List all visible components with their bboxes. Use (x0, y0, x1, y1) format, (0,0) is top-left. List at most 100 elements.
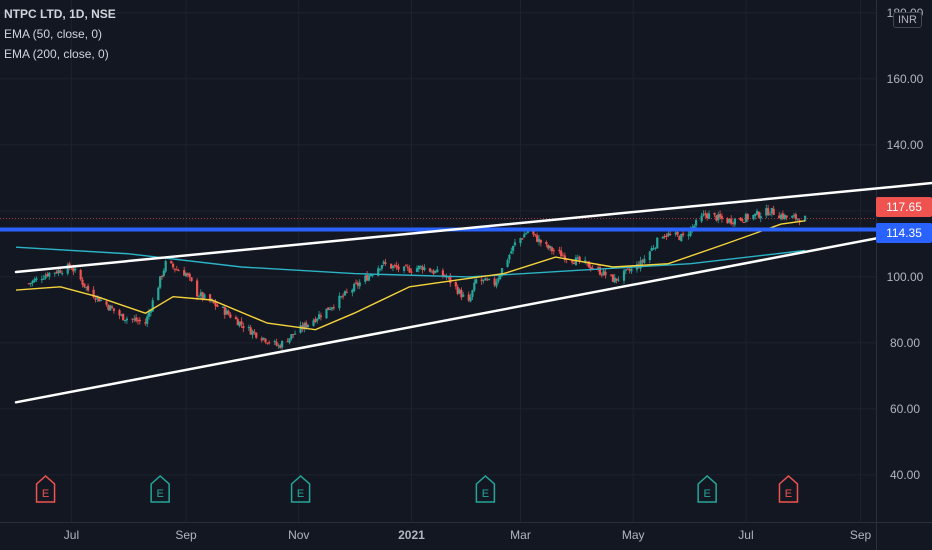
candle-body (589, 266, 592, 269)
candle-body (548, 245, 552, 249)
candle-body (604, 271, 607, 276)
candle-body (123, 319, 127, 321)
candle-body (641, 260, 644, 262)
candle-body (171, 263, 175, 268)
candle-body (131, 318, 134, 320)
candle-body (408, 268, 411, 273)
candle-body (779, 214, 783, 220)
currency-badge[interactable]: INR (893, 12, 922, 28)
ema200-label[interactable]: EMA (200, close, 0) (4, 47, 109, 61)
candle-body (430, 271, 433, 273)
candle-body (521, 238, 524, 240)
candle-body (203, 294, 206, 299)
candle-body (99, 300, 103, 302)
candle-body (354, 282, 358, 284)
candle-body (79, 270, 82, 280)
candle-body (674, 232, 677, 235)
candle-body (613, 277, 616, 283)
candle-body (449, 275, 452, 284)
candle-body (626, 268, 629, 270)
candle-body (53, 272, 56, 274)
candle-body (138, 319, 141, 322)
candle-body (473, 282, 476, 291)
candle-body (706, 213, 709, 219)
candle-body (781, 213, 785, 219)
candle-body (358, 282, 361, 287)
candle-body (419, 265, 422, 268)
candle-body (96, 296, 99, 299)
candle-body (319, 315, 323, 317)
y-tick-label: 60.00 (890, 402, 920, 416)
candle-body (707, 213, 711, 219)
candle-body (482, 279, 485, 281)
candle-body (255, 332, 258, 338)
candle-body (720, 216, 724, 219)
svg-text:E: E (42, 488, 49, 500)
candle-body (227, 311, 230, 315)
candle-body (225, 310, 228, 315)
candle-body (537, 238, 541, 242)
candle-body (393, 264, 396, 266)
candle-body (534, 234, 537, 236)
candle-body (726, 218, 729, 224)
candle-body (395, 265, 398, 268)
candle-body (536, 235, 539, 242)
candle-body (110, 306, 114, 309)
candle-body (33, 279, 36, 282)
candle-body (785, 215, 788, 218)
candle-body (458, 289, 461, 294)
candle-body (188, 273, 191, 278)
candle-body (332, 307, 335, 309)
earnings-marker-icon: E (35, 474, 56, 503)
candle-body (609, 274, 613, 276)
candle-body (214, 302, 217, 307)
candle-body (345, 291, 348, 293)
symbol-title[interactable]: NTPC LTD, 1D, NSE (4, 7, 116, 21)
candle-body (728, 218, 731, 223)
candle-body (314, 319, 317, 322)
candle-body (66, 264, 69, 274)
candle-body (803, 215, 807, 222)
y-tick-label: 40.00 (890, 468, 920, 482)
candle-body (378, 268, 382, 270)
candle-body (329, 309, 332, 311)
candle-body (286, 341, 289, 343)
candle-body (57, 269, 60, 274)
candle-body (475, 279, 478, 284)
candle-body (59, 270, 62, 273)
ema50-label[interactable]: EMA (50, close, 0) (4, 27, 103, 41)
candle-body (770, 207, 773, 214)
candle-body (715, 215, 718, 221)
candle-body (563, 255, 566, 261)
candle-body (454, 281, 457, 287)
svg-text:E: E (785, 488, 792, 500)
candle-body (417, 265, 420, 270)
candle-body (754, 213, 757, 217)
candle-body (288, 338, 291, 343)
candle-body (678, 235, 681, 241)
candle-body (330, 307, 334, 310)
candle-body (199, 292, 202, 297)
level-price-tag: 114.35 (876, 223, 932, 243)
candle-body (112, 308, 116, 311)
candle-body (277, 345, 280, 347)
x-tick-label: May (622, 528, 645, 542)
candle-body (693, 225, 696, 229)
candle-body (560, 250, 563, 257)
candle-body (236, 319, 239, 326)
candle-body (197, 296, 201, 298)
candle-body (643, 258, 646, 263)
candle-body (561, 255, 565, 257)
candle-body (415, 268, 419, 272)
candle-body (571, 260, 574, 263)
candle-body (759, 216, 762, 219)
candle-body (275, 341, 278, 346)
candle-body (611, 274, 615, 282)
candle-body (149, 310, 153, 313)
candle-body (109, 305, 112, 311)
candle-body (622, 270, 626, 281)
candle-body (467, 294, 470, 301)
candle-body (136, 320, 140, 322)
